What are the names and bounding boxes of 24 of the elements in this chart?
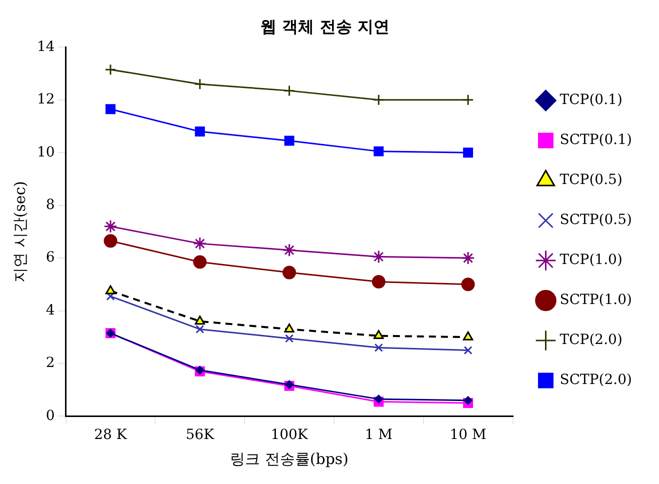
x-tick-label: 1 M	[364, 427, 393, 444]
legend-label: TCP(0.5)	[560, 172, 622, 188]
legend-label: SCTP(1.0)	[560, 292, 632, 308]
y-tick-label: 12	[36, 92, 55, 108]
legend-label: TCP(1.0)	[560, 252, 622, 268]
x-tick-label: 56K	[186, 427, 215, 444]
y-tick-label: 8	[46, 196, 55, 213]
y-tick-label: 10	[36, 144, 55, 160]
y-tick-label: 6	[46, 250, 55, 266]
x-tick-label: 28 K	[94, 427, 128, 444]
legend-label: SCTP(0.5)	[560, 212, 632, 228]
y-tick-label: 2	[46, 355, 55, 372]
x-tick-label: 100K	[270, 427, 308, 444]
legend-label: TCP(2.0)	[560, 332, 622, 348]
legend-label: SCTP(2.0)	[560, 372, 632, 388]
y-tick-label: 4	[46, 302, 55, 318]
x-axis-title: 링크 전송률(bps)	[230, 450, 348, 468]
chart-title: 웹 객체 전송 지연	[260, 16, 390, 36]
y-tick-label: 14	[36, 38, 55, 55]
y-axis-title: 지연 시간(sec)	[10, 180, 29, 282]
legend-label: TCP(0.1)	[560, 92, 622, 108]
y-tick-label: 0	[46, 408, 55, 424]
legend-label: SCTP(0.1)	[560, 132, 632, 148]
x-tick-label: 10 M	[450, 427, 486, 444]
